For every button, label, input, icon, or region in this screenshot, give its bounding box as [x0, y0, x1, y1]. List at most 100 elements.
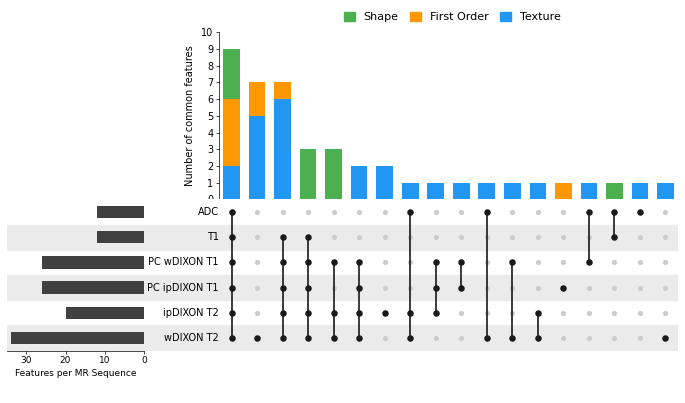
Point — [609, 285, 620, 291]
Point — [660, 335, 671, 341]
Point — [584, 234, 595, 241]
Point — [353, 209, 364, 215]
Point — [405, 335, 416, 341]
Point — [660, 310, 671, 316]
Point — [251, 310, 262, 316]
Point — [379, 209, 390, 215]
Point — [405, 310, 416, 316]
Point — [379, 310, 390, 316]
Point — [226, 209, 237, 215]
Point — [328, 335, 339, 341]
Point — [584, 209, 595, 215]
Point — [353, 285, 364, 291]
Point — [507, 234, 518, 241]
Bar — [530, 183, 546, 199]
Point — [584, 310, 595, 316]
Point — [303, 310, 314, 316]
Point — [558, 259, 569, 266]
Point — [430, 310, 441, 316]
Point — [430, 285, 441, 291]
Y-axis label: Number of common features: Number of common features — [186, 46, 195, 186]
Text: PC ipDIXON T1: PC ipDIXON T1 — [147, 283, 219, 293]
Bar — [351, 166, 367, 199]
Text: ipDIXON T2: ipDIXON T2 — [163, 308, 219, 318]
Point — [584, 259, 595, 266]
Point — [328, 310, 339, 316]
Point — [328, 209, 339, 215]
Bar — [249, 82, 265, 116]
Bar — [223, 49, 240, 99]
Point — [405, 234, 416, 241]
Bar — [144, 325, 219, 351]
Point — [226, 285, 237, 291]
Point — [405, 209, 416, 215]
Point — [303, 285, 314, 291]
Point — [532, 209, 543, 215]
Bar — [402, 183, 419, 199]
Point — [226, 335, 237, 341]
Point — [277, 310, 288, 316]
Point — [507, 259, 518, 266]
Point — [251, 335, 262, 341]
Bar — [249, 116, 265, 199]
Point — [634, 259, 645, 266]
Text: ADC: ADC — [198, 207, 219, 217]
Point — [609, 259, 620, 266]
Point — [430, 335, 441, 341]
Point — [277, 335, 288, 341]
Bar — [427, 183, 444, 199]
Point — [660, 285, 671, 291]
Point — [353, 259, 364, 266]
Point — [660, 234, 671, 241]
Bar — [632, 183, 648, 199]
Text: T1: T1 — [207, 232, 219, 242]
Point — [251, 259, 262, 266]
Bar — [223, 166, 240, 199]
Point — [456, 310, 466, 316]
Point — [405, 285, 416, 291]
Point — [251, 209, 262, 215]
X-axis label: Features per MR Sequence: Features per MR Sequence — [14, 369, 136, 378]
Bar — [377, 166, 393, 199]
Point — [558, 234, 569, 241]
Bar — [606, 183, 623, 199]
Bar — [219, 275, 678, 300]
Point — [532, 259, 543, 266]
Point — [430, 259, 441, 266]
Point — [584, 285, 595, 291]
Point — [353, 310, 364, 316]
Point — [226, 259, 237, 266]
Point — [660, 209, 671, 215]
Point — [456, 285, 466, 291]
Point — [634, 285, 645, 291]
Point — [609, 234, 620, 241]
Point — [430, 234, 441, 241]
Bar — [7, 325, 144, 351]
Point — [251, 285, 262, 291]
Point — [609, 310, 620, 316]
Bar — [555, 183, 571, 199]
Point — [303, 209, 314, 215]
Point — [430, 209, 441, 215]
Point — [634, 209, 645, 215]
Point — [482, 335, 493, 341]
Point — [482, 259, 493, 266]
Bar — [219, 325, 678, 351]
Point — [507, 335, 518, 341]
Bar — [325, 149, 342, 199]
Point — [379, 335, 390, 341]
Point — [226, 234, 237, 241]
Text: PC wDIXON T1: PC wDIXON T1 — [149, 258, 219, 268]
Point — [558, 285, 569, 291]
Point — [456, 259, 466, 266]
Bar — [42, 256, 144, 269]
Bar — [453, 183, 469, 199]
Point — [303, 234, 314, 241]
Point — [634, 234, 645, 241]
Point — [353, 234, 364, 241]
Point — [532, 285, 543, 291]
Point — [353, 335, 364, 341]
Bar — [657, 183, 673, 199]
Bar — [504, 183, 521, 199]
Point — [379, 234, 390, 241]
